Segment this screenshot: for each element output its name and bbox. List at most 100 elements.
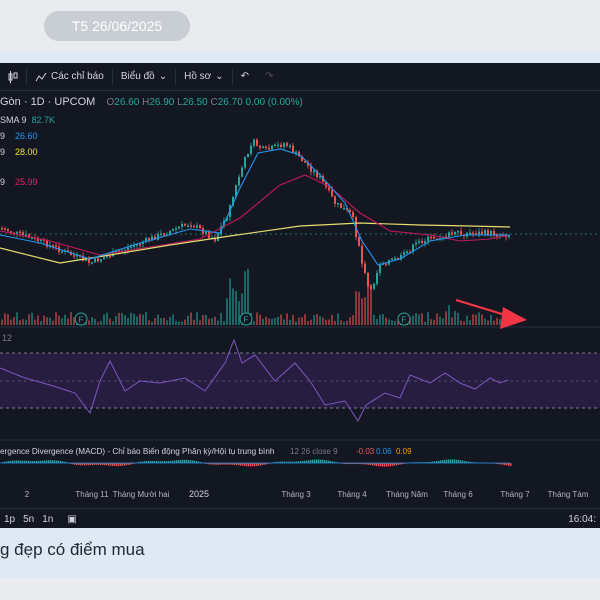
volume-bar — [70, 312, 72, 325]
macd-value-2: 0.06 — [376, 447, 392, 456]
macd-bar — [398, 463, 400, 465]
macd-bar — [110, 463, 112, 466]
macd-bar — [172, 460, 174, 463]
event-marker[interactable]: F — [397, 312, 411, 326]
candles-icon[interactable] — [0, 63, 26, 90]
macd-bar — [276, 461, 278, 463]
indicators-button[interactable]: Các chỉ báo — [27, 63, 112, 90]
candle — [406, 251, 408, 253]
macd-bar — [242, 463, 244, 466]
profile-menu-button[interactable]: Hồ sơ ⌄ — [176, 63, 232, 90]
volume-bar — [28, 314, 30, 325]
candle — [358, 236, 360, 246]
candle — [172, 228, 174, 231]
volume-indicator: SMA 9 82.7K — [0, 115, 55, 125]
volume-bar — [457, 312, 459, 325]
volume-bar — [436, 313, 438, 325]
candle — [40, 239, 42, 241]
timeframe-1p[interactable]: 1p — [4, 513, 16, 525]
macd-bar — [40, 460, 42, 463]
candle — [304, 161, 306, 163]
undo-button[interactable]: ↶ — [233, 63, 257, 90]
candle — [91, 262, 93, 264]
macd-bar — [112, 463, 114, 466]
indicators-icon — [35, 72, 47, 81]
candle — [88, 259, 90, 263]
macd-value-1: -0.03 — [356, 447, 375, 456]
x-axis-label: Tháng 11 — [75, 490, 109, 499]
macd-bar — [332, 461, 334, 463]
candle — [112, 251, 114, 257]
macd-bar — [158, 461, 160, 463]
candle — [268, 147, 270, 150]
volume-bar — [331, 314, 333, 325]
event-marker[interactable]: F — [239, 312, 253, 326]
macd-bar — [170, 460, 172, 463]
volume-bar — [19, 320, 21, 325]
candle — [373, 283, 375, 289]
volume-bar — [148, 320, 150, 325]
macd-bar — [128, 463, 130, 465]
volume-bar — [445, 311, 447, 325]
macd-bar — [92, 463, 94, 466]
price-chart[interactable]: 12 F F F ergence Divergence (MACD) - Chỉ… — [0, 63, 600, 508]
volume-bar — [487, 320, 489, 325]
candle — [352, 212, 354, 217]
macd-bar — [212, 463, 214, 465]
macd-bar — [150, 460, 152, 463]
volume-bar — [37, 315, 39, 325]
candle — [307, 162, 309, 166]
ma-yellow-line — [0, 222, 511, 264]
macd-bar — [2, 462, 4, 463]
candle — [421, 240, 423, 243]
macd-bar — [84, 463, 86, 466]
profile-menu-label: Hồ sơ — [184, 71, 212, 82]
macd-bar — [252, 463, 254, 467]
volume-bar — [40, 321, 42, 325]
chart-menu-button[interactable]: Biểu đồ ⌄ — [113, 63, 175, 90]
volume-bar — [313, 315, 315, 325]
candle — [214, 237, 216, 241]
event-marker[interactable]: F — [74, 312, 88, 326]
macd-bar — [352, 463, 354, 465]
macd-bar — [114, 463, 116, 466]
candle — [52, 245, 54, 247]
candle — [7, 229, 9, 232]
macd-bar — [162, 461, 164, 463]
timeframe-5n[interactable]: 5n — [23, 513, 35, 525]
macd-bar — [248, 463, 250, 467]
volume-bar — [343, 321, 345, 325]
toolbar-divider — [231, 68, 233, 85]
volume-bar — [316, 314, 318, 325]
macd-bar — [288, 461, 290, 463]
candle — [283, 143, 285, 147]
calendar-icon[interactable]: ▣ — [67, 513, 77, 525]
volume-bar — [484, 318, 486, 325]
volume-bar — [301, 317, 303, 325]
ma-pink-line — [0, 174, 511, 256]
candle — [415, 242, 417, 245]
macd-bar — [60, 461, 62, 463]
volume-bar — [223, 321, 225, 325]
volume-bar — [115, 315, 117, 325]
timeframe-1n[interactable]: 1n — [42, 513, 54, 525]
macd-bar — [228, 463, 230, 465]
macd-bar — [298, 461, 300, 463]
volume-bar — [433, 319, 435, 325]
macd-bar — [328, 460, 330, 463]
macd-bar — [342, 463, 344, 464]
macd-bar — [324, 460, 326, 463]
redo-button[interactable]: ↷ — [257, 63, 281, 90]
volume-bar — [4, 313, 6, 325]
volume-bar — [442, 318, 444, 325]
macd-bar — [286, 461, 288, 463]
volume-bar — [190, 312, 192, 325]
macd-bar — [274, 462, 276, 463]
candle — [271, 145, 273, 150]
macd-bar — [454, 459, 456, 463]
volume-bar — [451, 317, 453, 325]
candle — [337, 202, 339, 205]
macd-bar — [268, 463, 270, 464]
candle — [196, 225, 198, 228]
x-axis: 2 Tháng 11 Tháng Mười hai 2025 Tháng 3 Tháng … — [25, 489, 589, 499]
